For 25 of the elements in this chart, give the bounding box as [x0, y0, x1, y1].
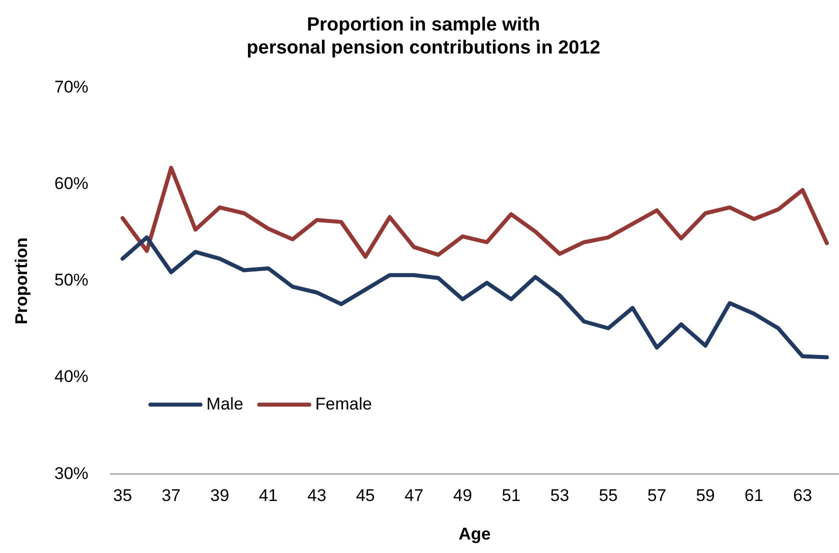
- y-axis-title: Proportion: [12, 237, 31, 324]
- x-tick-label: 45: [356, 486, 375, 506]
- legend-label: Female: [315, 394, 372, 414]
- x-tick-label: 63: [793, 486, 812, 506]
- y-tick-label: 60%: [54, 174, 88, 193]
- y-tick-label: 50%: [54, 270, 88, 290]
- x-tick-label: 49: [453, 486, 472, 506]
- x-tick-label: 55: [598, 486, 618, 506]
- x-tick-label: 51: [502, 486, 521, 506]
- y-tick-label: 40%: [54, 367, 88, 386]
- x-tick-label: 61: [744, 486, 764, 506]
- legend-label: Male: [206, 394, 244, 414]
- x-tick-label: 43: [307, 486, 326, 506]
- y-tick-label: 70%: [54, 77, 88, 96]
- x-tick-label: 53: [550, 486, 570, 506]
- x-tick-label: 47: [404, 486, 424, 506]
- x-tick-label: 37: [162, 486, 181, 506]
- x-tick-label: 57: [647, 486, 666, 506]
- y-tick-label: 30%: [54, 464, 88, 483]
- x-tick-label: 41: [258, 486, 278, 506]
- x-tick-label: 39: [210, 486, 230, 506]
- x-tick-label: 59: [696, 486, 715, 506]
- chart-title: Proportion in sample with personal pension contributions in 2012: [246, 14, 600, 58]
- x-axis-title: Age: [458, 524, 491, 544]
- x-tick-label: 35: [113, 486, 132, 506]
